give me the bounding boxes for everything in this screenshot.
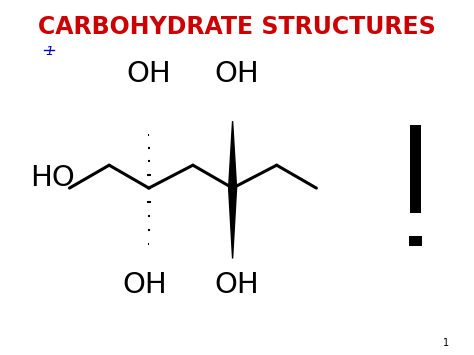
Text: OH: OH xyxy=(215,271,259,299)
Text: OH: OH xyxy=(215,60,259,88)
Bar xyxy=(410,125,420,213)
Polygon shape xyxy=(228,188,237,258)
Text: 1: 1 xyxy=(45,45,53,59)
Text: OH: OH xyxy=(122,271,167,299)
Text: 1: 1 xyxy=(442,338,448,348)
Text: CARBOHYDRATE STRUCTURES: CARBOHYDRATE STRUCTURES xyxy=(38,16,436,39)
Text: OH: OH xyxy=(127,60,171,88)
Text: HO: HO xyxy=(30,164,74,191)
Polygon shape xyxy=(228,121,237,188)
Bar xyxy=(410,236,422,246)
